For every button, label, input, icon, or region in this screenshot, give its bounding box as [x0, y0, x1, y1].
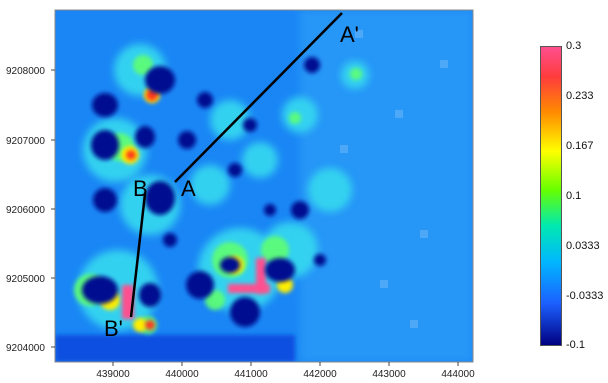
profile-label-a: A	[181, 176, 196, 201]
x-tick-label: 444000	[441, 369, 475, 380]
colorbar-label: -0.0333	[566, 290, 604, 302]
x-axis: 439000 440000 441000 442000 443000 44400…	[96, 362, 475, 380]
profile-label-b-prime: B'	[104, 316, 123, 341]
low-anomalies	[82, 57, 326, 327]
y-tick-label: 9204000	[6, 343, 45, 354]
grid-texture	[340, 30, 448, 328]
y-tick-label: 9207000	[6, 136, 45, 147]
y-tick-label: 9206000	[6, 205, 45, 216]
x-tick-label: 440000	[165, 369, 199, 380]
profile-line-b	[129, 193, 147, 318]
colorbar-label: 0.3	[566, 40, 582, 52]
colorbar-label: 0.167	[566, 140, 594, 152]
y-tick-label: 9205000	[6, 274, 45, 285]
y-tick-label: 9208000	[6, 66, 45, 77]
profile-line-a	[174, 12, 343, 183]
x-tick-label: 442000	[303, 369, 337, 380]
colorbar-label: -0.1	[566, 339, 585, 351]
map-plot-area	[55, 10, 473, 362]
colorbar	[540, 46, 562, 346]
profile-label-b: B	[133, 176, 148, 201]
x-tick-label: 441000	[234, 369, 268, 380]
profile-label-a-prime: A'	[340, 22, 359, 47]
bottom-band	[55, 335, 295, 362]
x-tick-label: 443000	[372, 369, 406, 380]
colorbar-label: 0.0333	[566, 240, 600, 252]
colorbar-label: 0.233	[566, 90, 594, 102]
map-frame	[54, 9, 474, 363]
x-tick-label: 439000	[96, 369, 130, 380]
y-axis: 9208000 9207000 9206000 9205000 9204000	[6, 66, 55, 354]
colorbar-label: 0.1	[566, 190, 582, 202]
